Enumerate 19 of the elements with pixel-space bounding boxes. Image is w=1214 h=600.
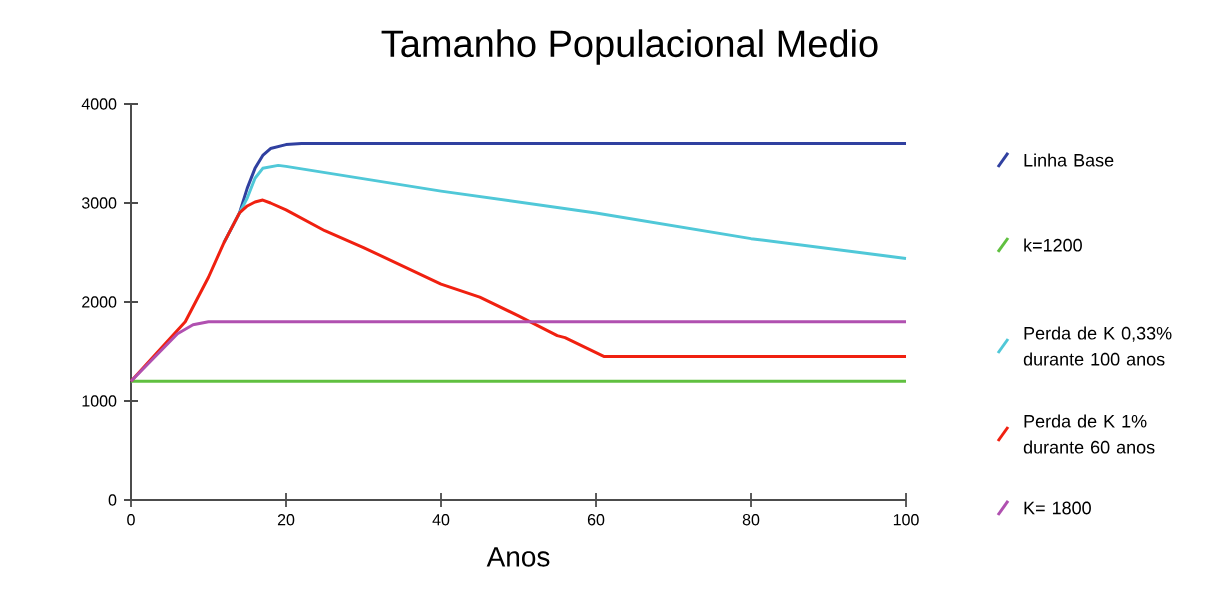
x-axis-title: Anos [486,547,550,567]
legend-label: K= 1800 [1024,501,1091,515]
y-tick-label: 1000 [82,395,117,407]
legend-label: Linha Base [1024,153,1114,167]
legend-label: k=1200 [1024,238,1082,252]
y-tick-label: 0 [108,494,117,506]
y-tick-label: 3000 [81,197,117,209]
y-tick-label: 4000 [81,98,117,110]
legend-label: Perda de K 0,33% durante 100 anos [1023,326,1172,366]
x-tick-label: 100 [893,514,919,526]
x-tick-label: 40 [432,514,450,526]
x-tick-label: 60 [587,514,605,526]
legend-label: Perda de K 1% durante 60 anos [1023,414,1155,454]
x-tick-label: 80 [742,514,760,526]
chart-title: Tamanho Populacional Medio [381,29,878,65]
x-tick-label: 0 [127,514,135,526]
x-tick-label: 20 [277,514,295,526]
line-series [129,320,908,383]
y-tick-label: 2000 [82,296,117,308]
